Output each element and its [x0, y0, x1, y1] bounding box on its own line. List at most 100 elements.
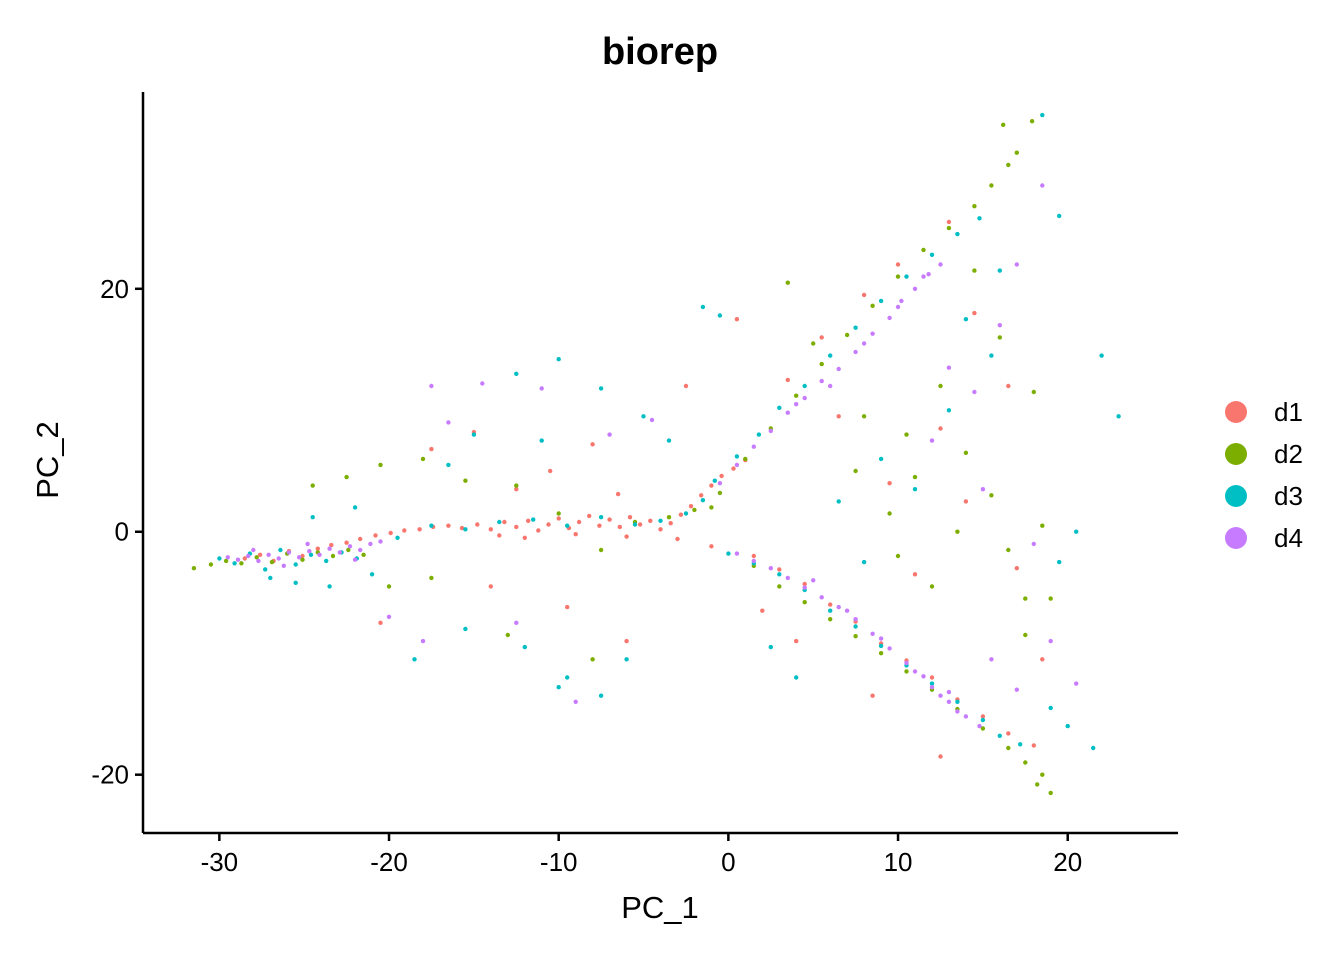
point-d1	[522, 535, 527, 540]
point-d2	[811, 341, 816, 346]
point-d4	[347, 544, 353, 549]
point-d2	[819, 361, 824, 367]
point-d4	[539, 386, 544, 391]
point-d3	[556, 357, 561, 362]
legend-label-d2: d2	[1274, 439, 1303, 469]
point-d2	[963, 450, 969, 455]
point-d3	[1099, 353, 1104, 358]
point-d4	[912, 669, 918, 674]
point-d1	[861, 292, 867, 298]
point-d3	[531, 517, 536, 522]
point-d1	[378, 620, 383, 625]
point-d1	[946, 219, 952, 225]
point-d3	[904, 274, 909, 279]
point-d4	[785, 575, 790, 581]
point-d1	[617, 524, 622, 530]
point-d3	[980, 717, 986, 723]
point-d1	[963, 499, 969, 504]
point-d1	[475, 522, 480, 527]
y-tick-label: 20	[100, 274, 129, 304]
point-d1	[587, 513, 592, 519]
point-d3	[522, 644, 527, 650]
point-d3	[912, 487, 918, 492]
point-d1	[760, 608, 765, 613]
point-d3	[1065, 723, 1070, 729]
point-d2	[344, 474, 349, 480]
point-d2	[330, 553, 336, 559]
x-tick-label: 10	[884, 847, 913, 877]
point-d1	[497, 533, 502, 538]
point-d1	[751, 553, 756, 559]
point-d2	[904, 669, 909, 674]
point-d1	[514, 487, 519, 492]
point-d2	[980, 726, 986, 731]
point-d4	[734, 462, 740, 468]
point-d3	[1091, 745, 1096, 751]
point-d1	[1006, 383, 1011, 389]
y-axis-title: PC_2	[30, 421, 65, 499]
point-d1	[699, 493, 704, 498]
x-axis-ticks: -30 -20 -10 0 10 20	[201, 833, 1082, 877]
point-d2	[269, 559, 275, 565]
point-d3	[828, 353, 833, 358]
point-d3	[955, 699, 960, 704]
point-d4	[946, 365, 952, 370]
point-d3	[463, 527, 468, 532]
point-d4	[912, 286, 918, 291]
point-d1	[731, 466, 736, 471]
point-d3	[717, 313, 723, 318]
legend-key-d4	[1225, 527, 1247, 549]
point-d1	[615, 491, 621, 497]
point-d3	[658, 518, 663, 523]
point-d4	[938, 693, 943, 698]
point-d4	[235, 557, 241, 562]
point-d2	[191, 566, 197, 571]
point-d2	[598, 547, 604, 553]
point-d2	[346, 547, 351, 553]
y-tick-label: -20	[91, 760, 129, 790]
point-d4	[870, 331, 875, 336]
point-d4	[734, 551, 740, 556]
point-d2	[386, 584, 392, 589]
point-d2	[989, 183, 994, 188]
point-d1	[590, 442, 595, 447]
point-d2	[895, 274, 901, 279]
point-d3	[463, 626, 468, 632]
point-d2	[912, 474, 918, 480]
point-d3	[828, 608, 833, 613]
point-d2	[239, 561, 244, 566]
point-d4	[717, 481, 723, 486]
point-d3	[514, 371, 519, 376]
point-d3	[929, 681, 935, 686]
point-d2	[1048, 790, 1053, 796]
point-d1	[887, 481, 892, 486]
point-d1	[1014, 566, 1019, 571]
point-d3	[641, 414, 646, 419]
point-d3	[989, 353, 994, 358]
point-d4	[997, 323, 1002, 328]
point-d2	[853, 634, 858, 639]
point-d1	[502, 519, 507, 525]
point-d3	[977, 216, 982, 221]
point-d1	[688, 504, 694, 509]
point-d1	[417, 527, 422, 532]
point-d1	[870, 693, 875, 698]
point-d4	[836, 604, 841, 610]
point-d4	[921, 274, 926, 279]
point-d4	[256, 558, 261, 564]
point-d1	[329, 542, 334, 548]
point-d1	[972, 310, 977, 316]
point-d1	[836, 414, 841, 419]
x-tick-label: -30	[201, 847, 239, 877]
x-tick-label: -10	[540, 847, 578, 877]
point-d3	[1048, 705, 1053, 711]
point-d3	[327, 584, 332, 589]
point-d2	[743, 456, 748, 462]
y-axis-ticks: -20 0 20	[91, 274, 143, 790]
point-d4	[794, 402, 799, 407]
point-d3	[726, 551, 731, 556]
point-d2	[208, 562, 214, 567]
point-d1	[315, 546, 320, 551]
point-d4	[281, 563, 286, 568]
point-d4	[972, 389, 977, 395]
